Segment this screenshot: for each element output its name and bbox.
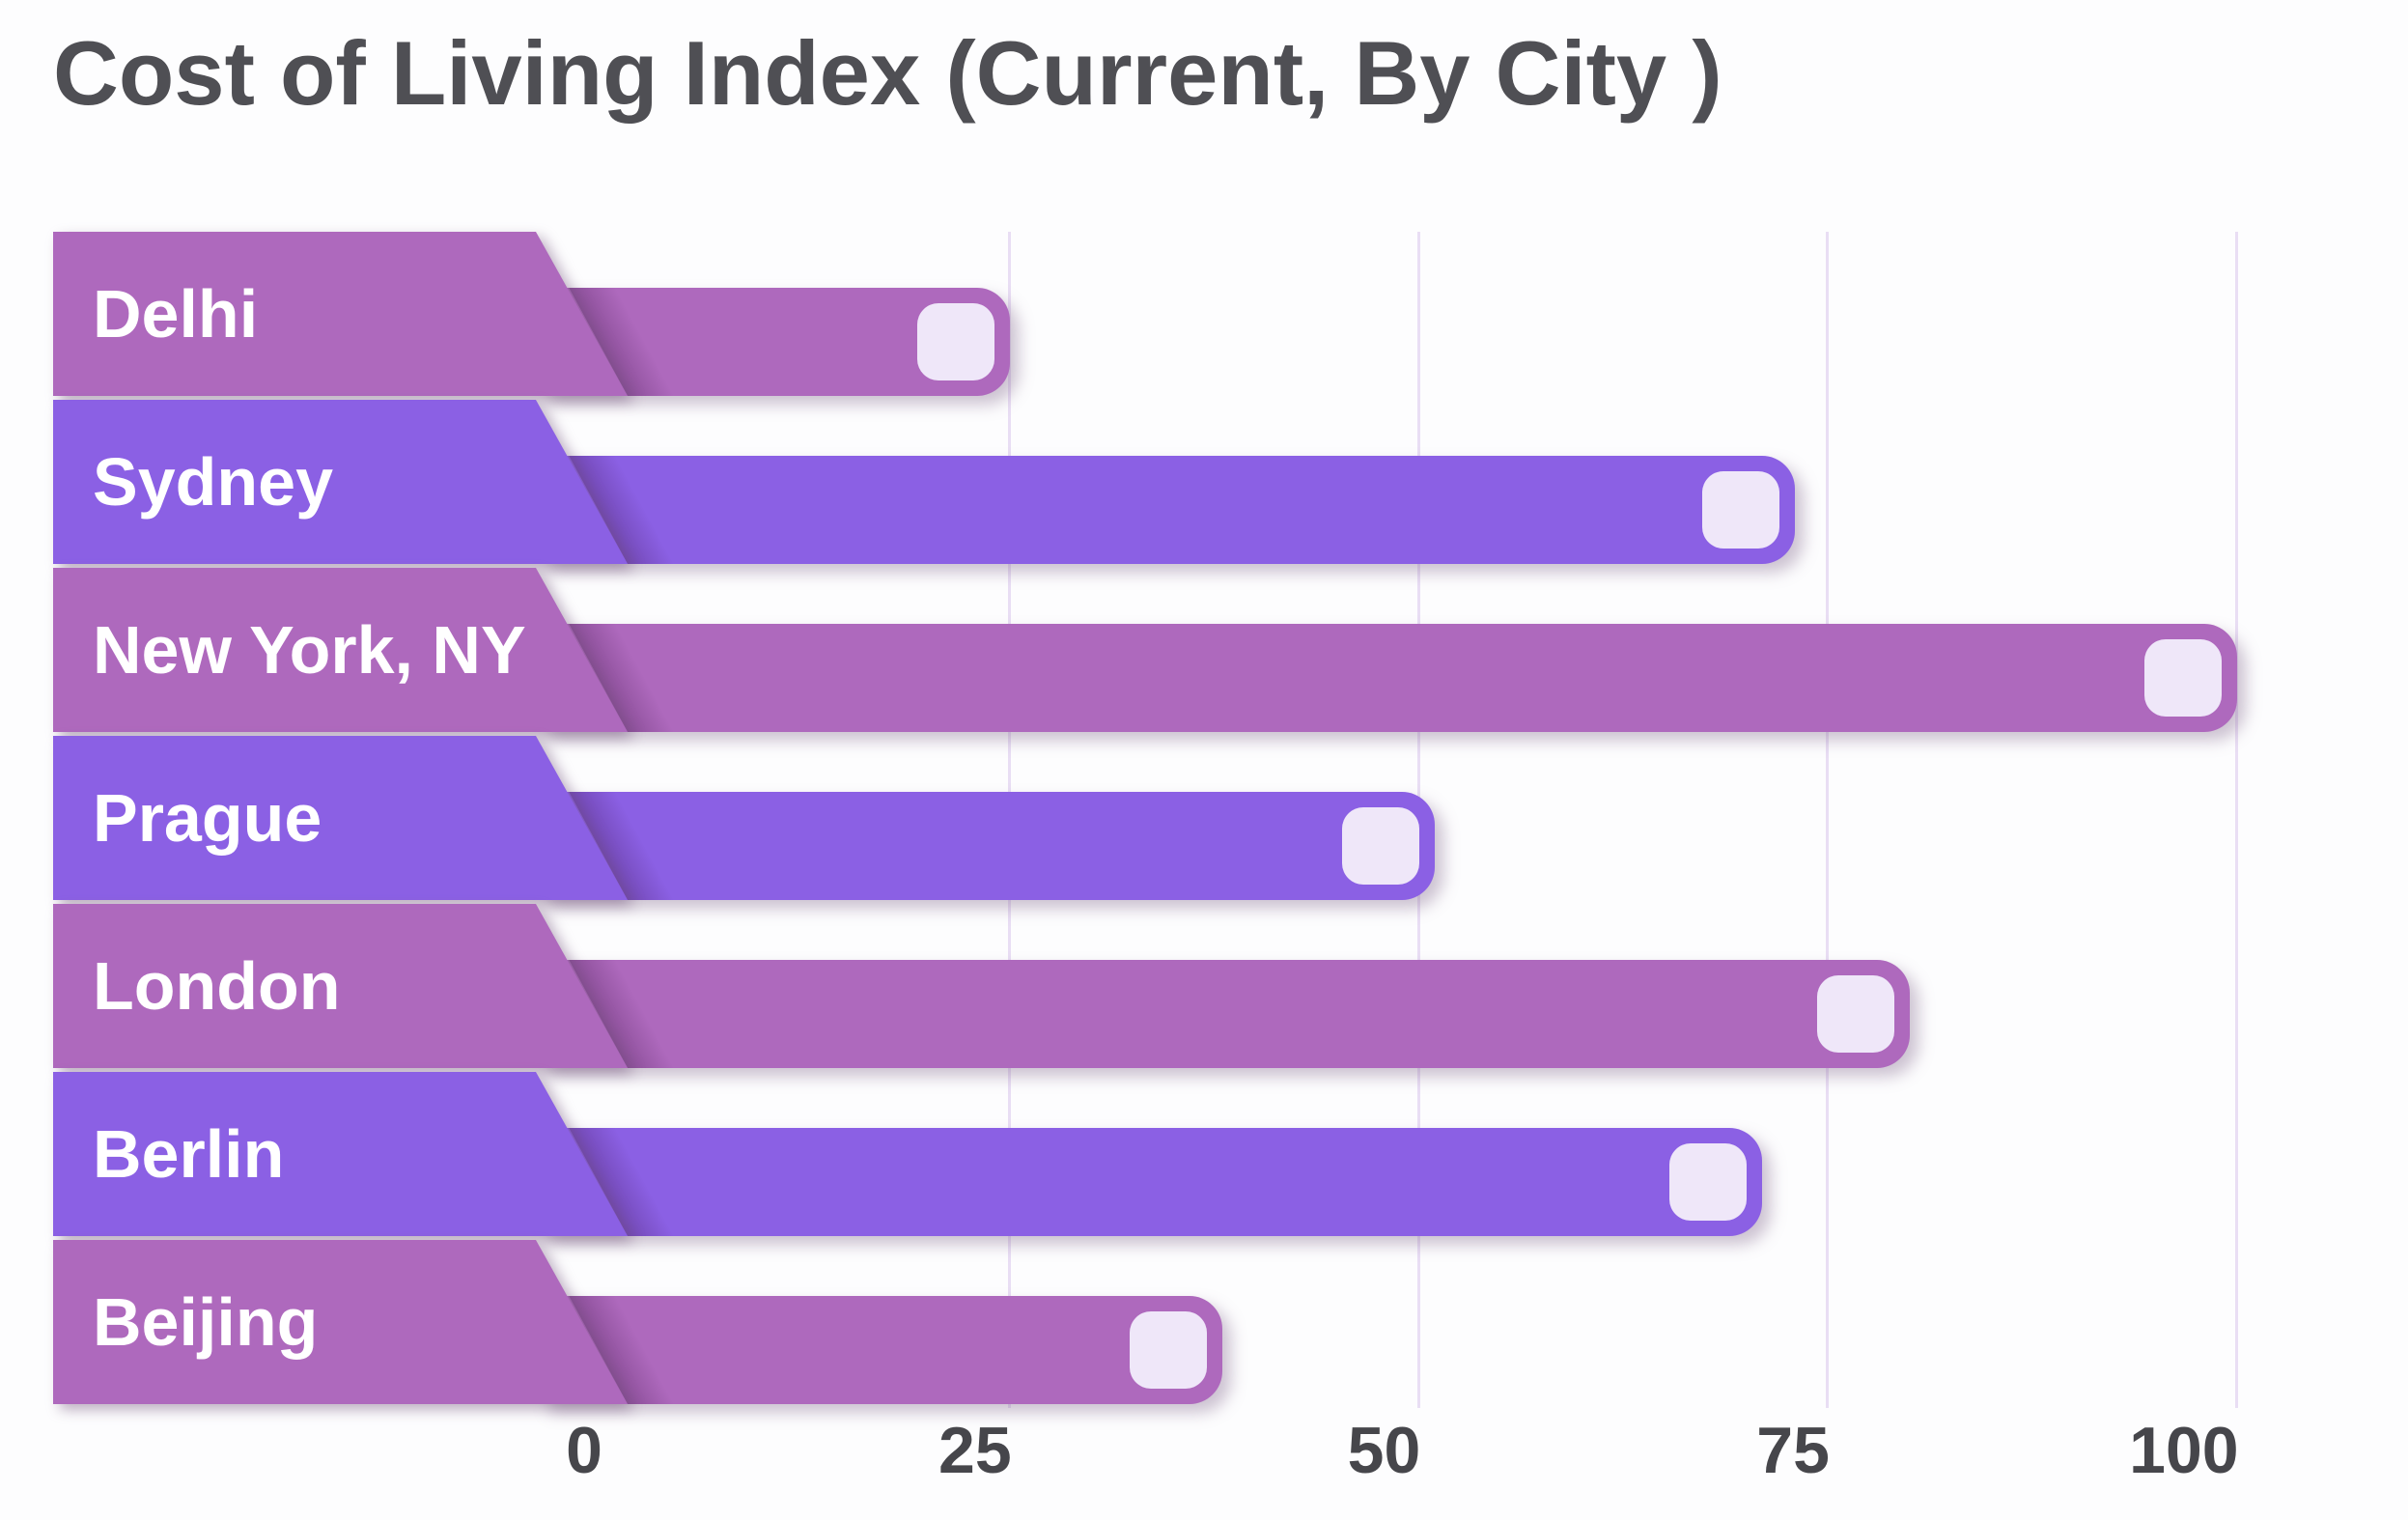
- category-label-band: [53, 736, 628, 900]
- x-tick-label: 75: [1756, 1414, 1830, 1487]
- category-label-band: [53, 1240, 628, 1404]
- x-tick-label: 25: [938, 1414, 1012, 1487]
- bar-row: Prague: [0, 736, 2408, 904]
- category-label-band: [53, 1072, 628, 1236]
- category-label: Beijing: [93, 1284, 319, 1360]
- bar-end-cap-square: [1129, 1311, 1207, 1389]
- category-label: Berlin: [93, 1116, 285, 1192]
- category-band-wrap: [0, 1072, 676, 1236]
- bar[interactable]: [541, 960, 1910, 1068]
- bar-row: New York, NY: [0, 568, 2408, 736]
- bar-row: Beijing: [0, 1240, 2408, 1408]
- category-label-band: [53, 904, 628, 1068]
- bar-end-cap-square: [1816, 975, 1894, 1053]
- x-tick-label: 100: [2129, 1414, 2239, 1487]
- bar-end-cap-square: [1669, 1143, 1748, 1221]
- category-label: Sydney: [93, 444, 333, 520]
- category-band-wrap: [0, 1240, 676, 1404]
- bar[interactable]: [541, 1128, 1763, 1236]
- category-band-wrap: [0, 568, 676, 732]
- bar-row: London: [0, 904, 2408, 1072]
- category-label: London: [93, 948, 341, 1024]
- gridline: [1826, 232, 1830, 1408]
- category-band-wrap: [0, 736, 676, 900]
- category-label-band: [53, 568, 628, 732]
- bar-row: Berlin: [0, 1072, 2408, 1240]
- bar-end-cap-square: [916, 303, 994, 380]
- category-label: Delhi: [93, 276, 259, 352]
- gridline: [2235, 232, 2239, 1408]
- x-tick-label: 0: [566, 1414, 602, 1487]
- bar-end-cap-square: [1702, 471, 1780, 549]
- bar[interactable]: [541, 624, 2237, 732]
- bar[interactable]: [541, 288, 1010, 396]
- bar-end-cap-square: [2143, 639, 2222, 717]
- bar-row: Sydney: [0, 400, 2408, 568]
- bar-end-cap-square: [1342, 807, 1420, 885]
- bar[interactable]: [541, 456, 1796, 564]
- x-tick-label: 50: [1347, 1414, 1421, 1487]
- category-label-band: [53, 400, 628, 564]
- category-band-wrap: [0, 232, 676, 396]
- bar[interactable]: [541, 1296, 1222, 1404]
- bar-row: Delhi: [0, 232, 2408, 400]
- chart-title: Cost of Living Index (Current, By City ): [53, 22, 1722, 124]
- category-label-band: [53, 232, 628, 396]
- bar[interactable]: [541, 792, 1436, 900]
- category-band-wrap: [0, 400, 676, 564]
- category-label: Prague: [93, 780, 322, 856]
- category-band-wrap: [0, 904, 676, 1068]
- category-label: New York, NY: [93, 612, 526, 688]
